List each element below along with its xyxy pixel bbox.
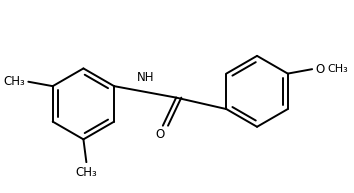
Text: O: O bbox=[155, 128, 165, 141]
Text: CH₃: CH₃ bbox=[75, 166, 97, 179]
Text: O: O bbox=[316, 63, 325, 76]
Text: CH₃: CH₃ bbox=[328, 64, 348, 74]
Text: CH₃: CH₃ bbox=[3, 75, 25, 88]
Text: NH: NH bbox=[136, 71, 154, 85]
